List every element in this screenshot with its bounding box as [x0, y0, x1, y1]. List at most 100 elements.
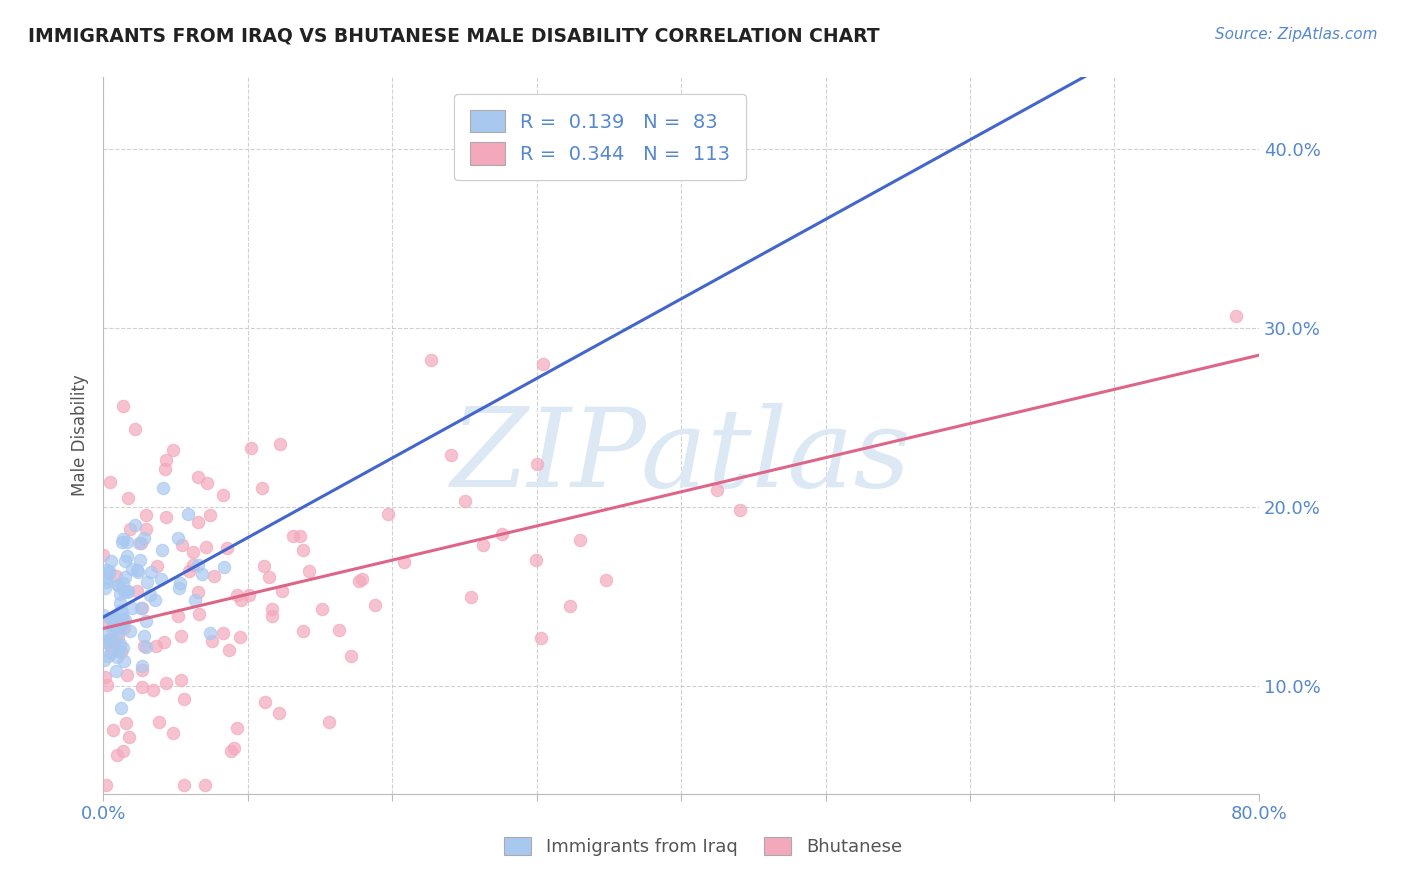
Point [292, 543, 315, 558]
Point [595, 573, 617, 587]
Point [100, 622, 122, 636]
Point [226, 721, 249, 735]
Point [173, 778, 195, 792]
Point [392, 555, 415, 569]
Point [262, 602, 284, 616]
Point [155, 510, 177, 524]
Point [218, 643, 240, 657]
Point [104, 617, 127, 632]
Point [238, 588, 260, 602]
Point [94, 575, 117, 590]
Point [135, 640, 157, 654]
Legend: Immigrants from Iraq, Bhutanese: Immigrants from Iraq, Bhutanese [495, 828, 911, 865]
Point [127, 565, 149, 579]
Point [117, 491, 139, 506]
Point [267, 706, 290, 720]
Point [194, 540, 217, 554]
Point [187, 515, 209, 529]
Point [101, 635, 124, 649]
Point [105, 748, 128, 763]
Point [202, 569, 225, 583]
Point [149, 573, 172, 587]
Point [219, 744, 242, 758]
Point [222, 741, 245, 756]
Point [94, 581, 117, 595]
Point [91, 607, 114, 622]
Point [111, 744, 134, 758]
Point [101, 612, 124, 626]
Point [107, 624, 129, 639]
Point [187, 469, 209, 483]
Point [112, 532, 135, 546]
Point [112, 641, 135, 656]
Point [112, 654, 135, 668]
Point [257, 570, 280, 584]
Point [270, 584, 292, 599]
Point [128, 553, 150, 567]
Point [215, 541, 238, 556]
Point [94, 635, 117, 649]
Point [141, 565, 163, 579]
Point [117, 584, 139, 599]
Point [93, 653, 115, 667]
Point [108, 596, 131, 610]
Point [524, 553, 547, 567]
Point [162, 442, 184, 457]
Point [115, 585, 138, 599]
Point [115, 534, 138, 549]
Point [114, 554, 136, 568]
Point [298, 564, 321, 578]
Point [364, 599, 387, 613]
Point [97, 648, 120, 663]
Point [460, 590, 482, 604]
Point [169, 581, 191, 595]
Point [250, 481, 273, 495]
Point [124, 518, 146, 533]
Point [110, 602, 132, 616]
Point [328, 624, 350, 638]
Point [97, 624, 120, 639]
Point [100, 554, 122, 568]
Point [111, 535, 134, 549]
Point [97, 632, 120, 647]
Point [97, 566, 120, 581]
Point [491, 527, 513, 541]
Point [377, 507, 399, 521]
Point [177, 507, 200, 521]
Point [97, 634, 120, 648]
Point [155, 453, 177, 467]
Point [115, 549, 138, 564]
Text: ZIPatlas: ZIPatlas [451, 403, 911, 511]
Point [131, 680, 153, 694]
Point [129, 600, 152, 615]
Point [117, 688, 139, 702]
Point [111, 606, 134, 620]
Point [138, 588, 160, 602]
Point [105, 569, 128, 583]
Point [118, 730, 141, 744]
Point [240, 442, 263, 456]
Point [288, 529, 311, 543]
Point [170, 538, 193, 552]
Point [108, 637, 131, 651]
Point [526, 457, 548, 471]
Point [260, 608, 283, 623]
Point [170, 673, 193, 687]
Point [226, 588, 249, 602]
Point [107, 630, 129, 644]
Point [311, 602, 333, 616]
Point [121, 562, 143, 576]
Point [107, 577, 129, 591]
Point [229, 631, 252, 645]
Point [97, 633, 120, 648]
Point [134, 639, 156, 653]
Point [188, 607, 211, 621]
Point [110, 617, 132, 632]
Legend: R =  0.139   N =  83, R =  0.344   N =  113: R = 0.139 N = 83, R = 0.344 N = 113 [454, 95, 747, 180]
Point [471, 538, 494, 552]
Point [131, 658, 153, 673]
Point [94, 778, 117, 792]
Point [148, 714, 170, 729]
Point [531, 357, 554, 371]
Point [419, 352, 441, 367]
